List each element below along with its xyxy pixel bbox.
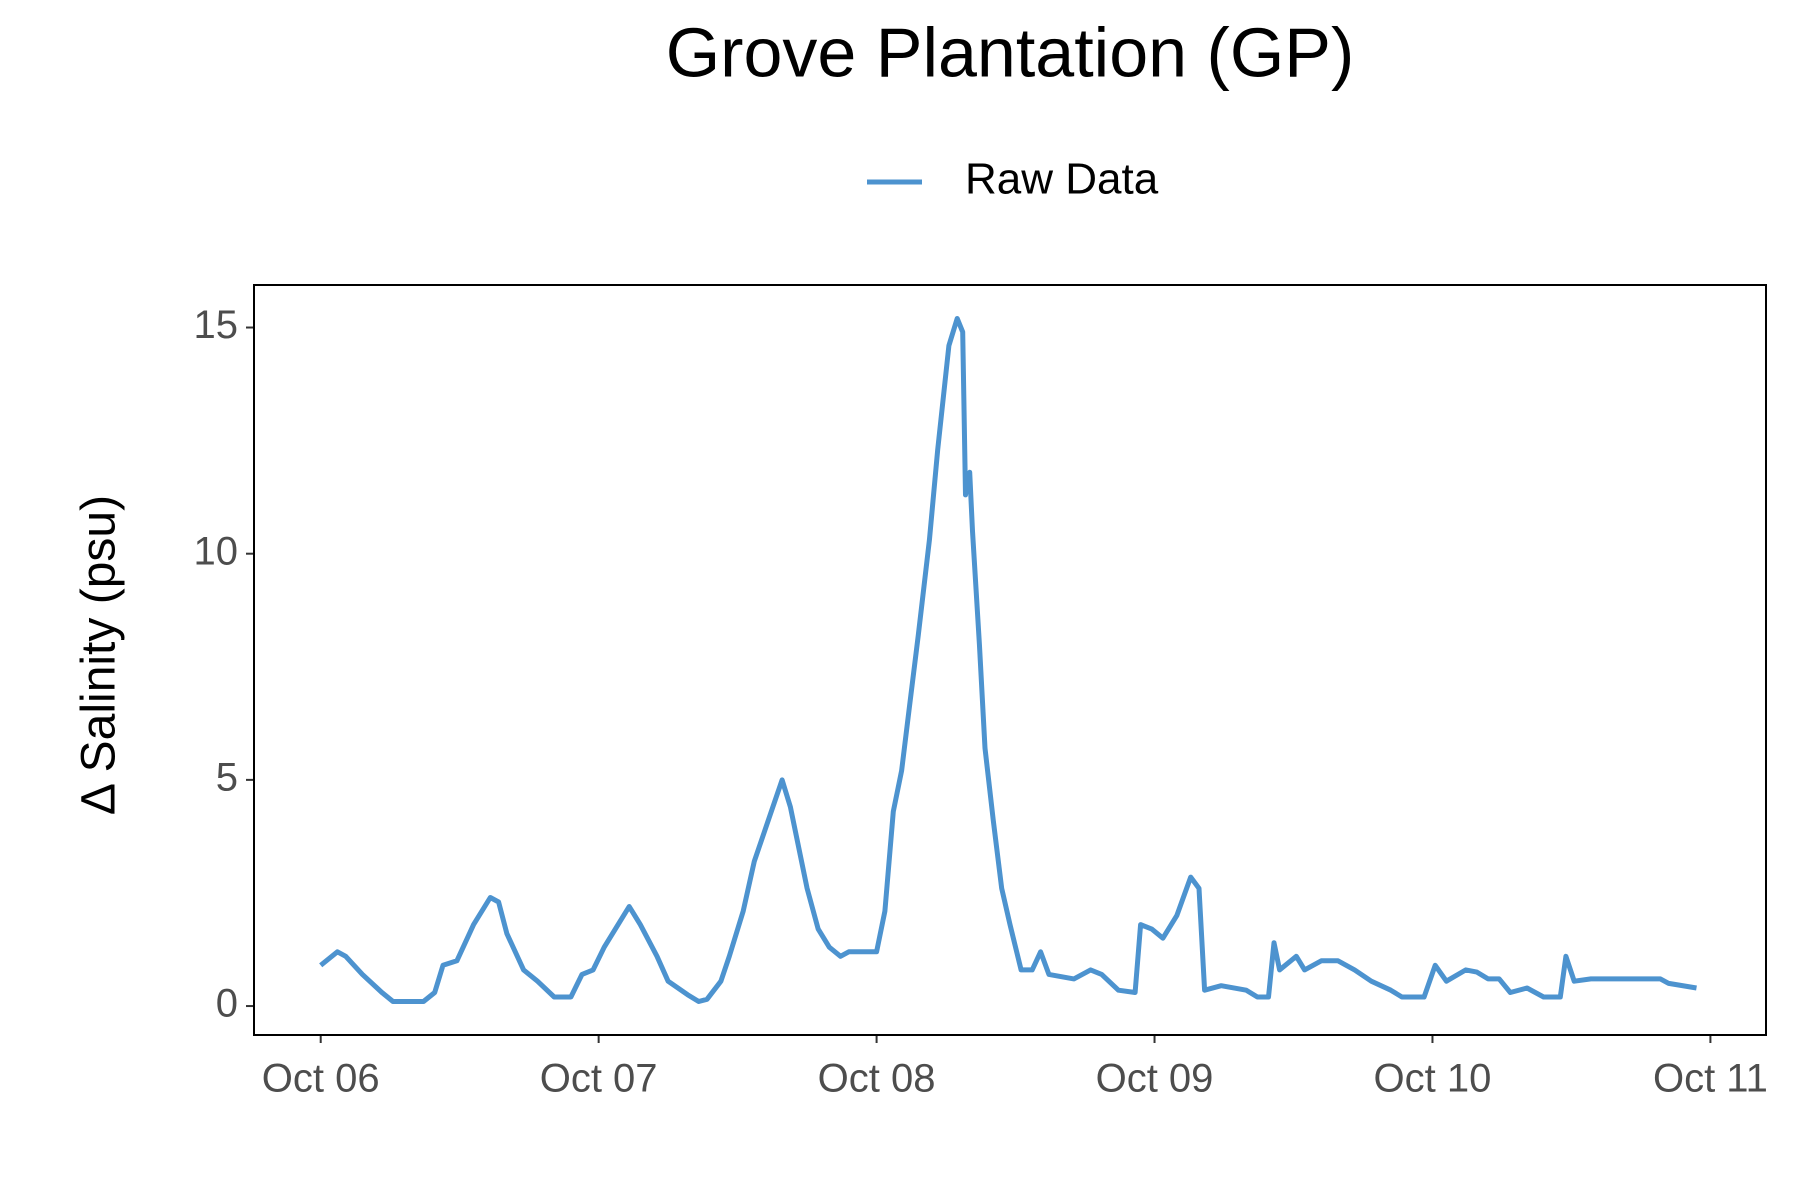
x-tick-label: Oct 10 — [1374, 1057, 1492, 1101]
y-tick-label: 15 — [194, 303, 239, 347]
y-tick-label: 5 — [216, 755, 238, 799]
y-tick-label: 0 — [216, 982, 238, 1026]
x-tick-label: Oct 06 — [262, 1057, 380, 1101]
x-tick-label: Oct 09 — [1096, 1057, 1214, 1101]
data-line — [319, 316, 1697, 1004]
x-tick-label: Oct 11 — [1653, 1057, 1768, 1101]
legend-label: Raw Data — [965, 155, 1159, 204]
x-tick-label: Oct 07 — [540, 1057, 658, 1101]
plot-border — [253, 284, 1767, 1036]
y-tick-label: 10 — [194, 529, 239, 573]
x-tick-label: Oct 08 — [818, 1057, 936, 1101]
chart-title: Grove Plantation (GP) — [666, 13, 1355, 91]
y-axis-label: Δ Salinity (psu) — [73, 495, 126, 815]
